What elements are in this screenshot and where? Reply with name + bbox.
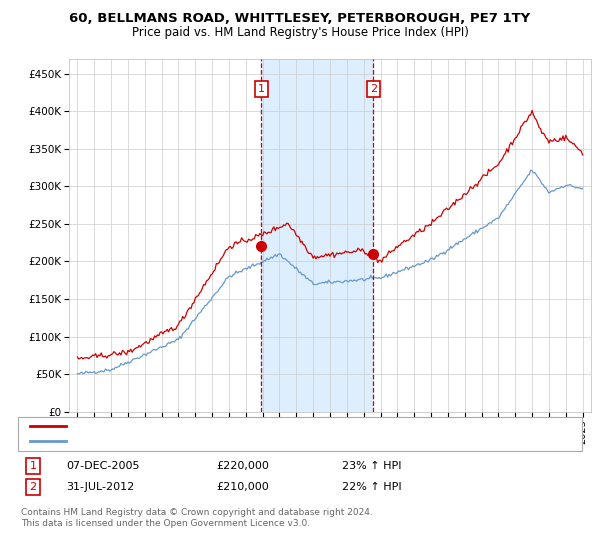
Text: Price paid vs. HM Land Registry's House Price Index (HPI): Price paid vs. HM Land Registry's House … — [131, 26, 469, 39]
Bar — [261, 59, 373, 412]
Text: 60, BELLMANS ROAD, WHITTLESEY, PETERBOROUGH, PE7 1TY: 60, BELLMANS ROAD, WHITTLESEY, PETERBORO… — [70, 12, 530, 25]
Text: £220,000: £220,000 — [216, 461, 269, 471]
Text: 2: 2 — [370, 84, 377, 94]
Text: HPI: Average price, detached house, Fenland: HPI: Average price, detached house, Fenl… — [75, 436, 309, 446]
Text: 1: 1 — [258, 84, 265, 94]
Text: 07-DEC-2005: 07-DEC-2005 — [66, 461, 139, 471]
Text: 23% ↑ HPI: 23% ↑ HPI — [342, 461, 401, 471]
Text: 22% ↑ HPI: 22% ↑ HPI — [342, 482, 401, 492]
Text: £210,000: £210,000 — [216, 482, 269, 492]
Text: Contains HM Land Registry data © Crown copyright and database right 2024.
This d: Contains HM Land Registry data © Crown c… — [21, 508, 373, 528]
Text: 1: 1 — [29, 461, 37, 471]
Text: 2: 2 — [29, 482, 37, 492]
Text: 60, BELLMANS ROAD, WHITTLESEY, PETERBOROUGH, PE7 1TY (detached house): 60, BELLMANS ROAD, WHITTLESEY, PETERBORO… — [75, 421, 492, 431]
Text: 31-JUL-2012: 31-JUL-2012 — [66, 482, 134, 492]
